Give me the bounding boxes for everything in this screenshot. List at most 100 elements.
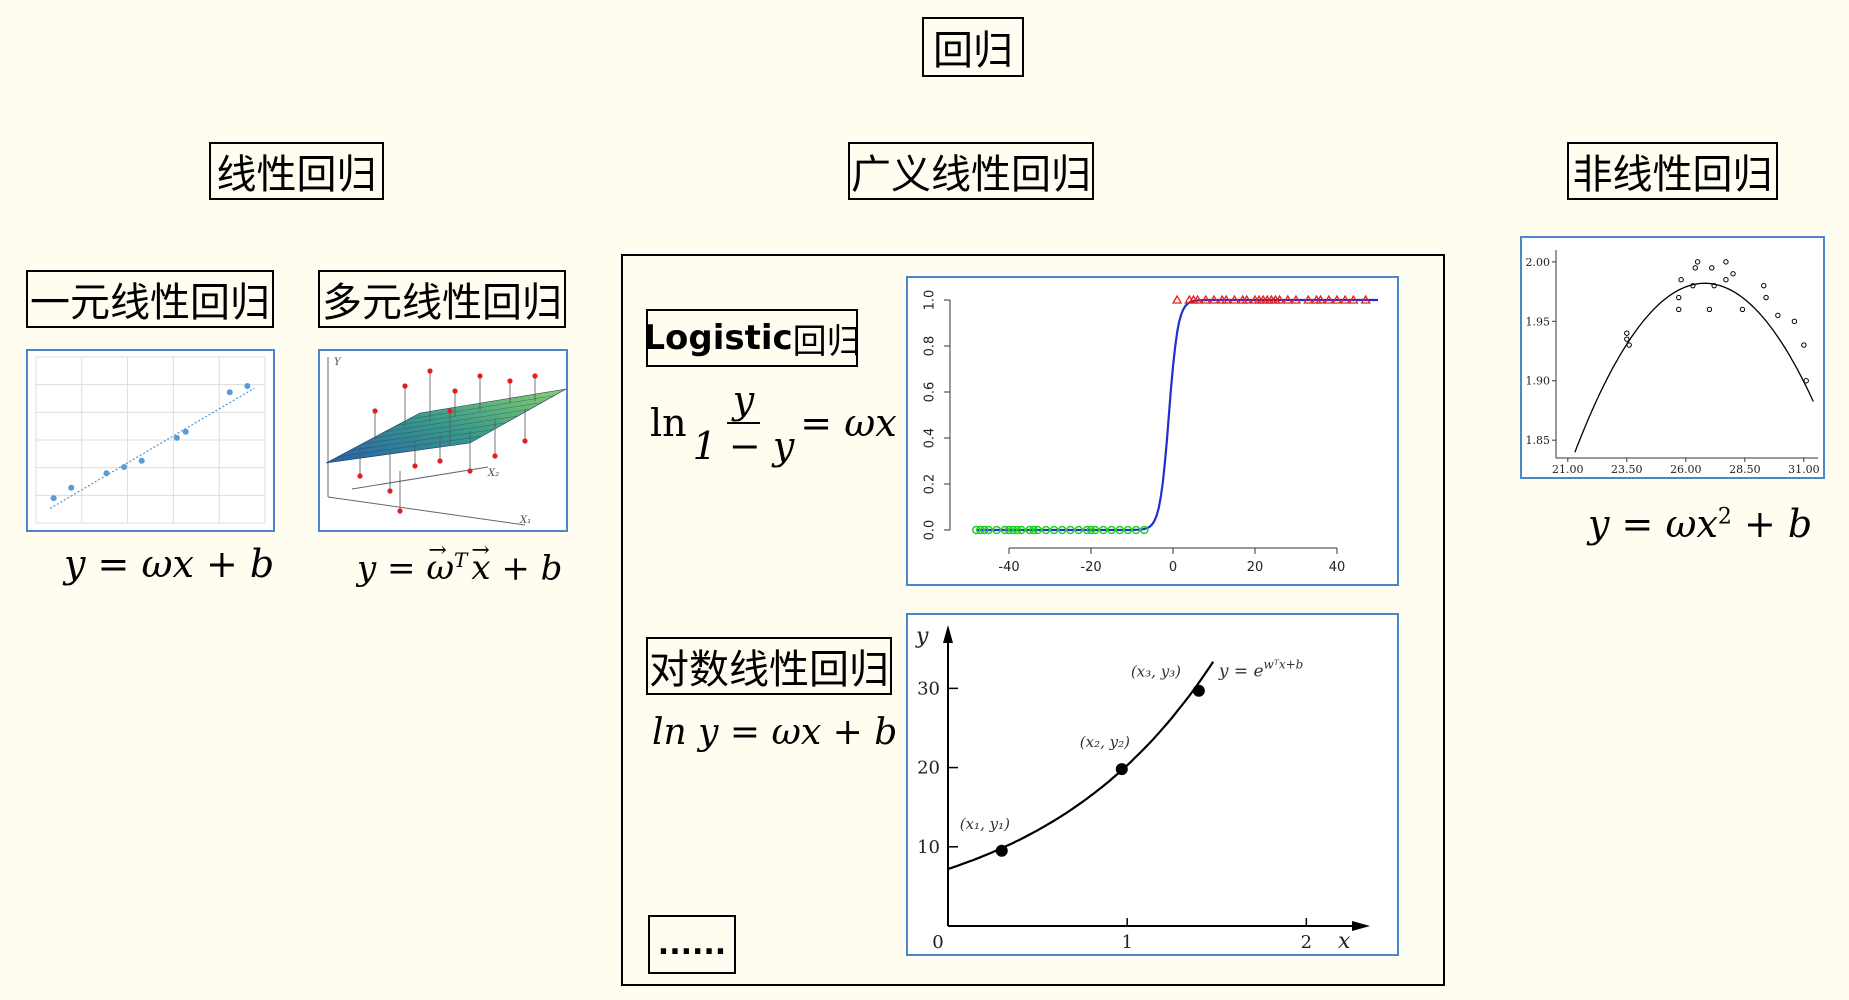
- plane-mesh: [408, 395, 555, 420]
- green-point: [1086, 525, 1096, 535]
- data-point: [1739, 306, 1746, 313]
- y-tick-label: 0.6: [923, 382, 938, 403]
- logistic-label-rest: 回归: [792, 321, 861, 362]
- green-point: [1140, 525, 1149, 535]
- red-point: [1229, 294, 1240, 304]
- green-point: [1012, 525, 1022, 535]
- green-point: [984, 525, 993, 535]
- data-point: [103, 470, 110, 477]
- quadratic-curve: [1574, 282, 1814, 453]
- multi-formula-x: x →: [471, 538, 491, 589]
- multi-formula-lhs: y =: [357, 548, 427, 589]
- red-point: [1323, 294, 1334, 304]
- y-tick-label: 20: [917, 758, 940, 779]
- data-point-label: (x₁, y₁): [960, 815, 1010, 833]
- axis-x1: [327, 496, 526, 526]
- logistic-formula-num: y: [726, 378, 761, 424]
- x-tick-label: -40: [998, 560, 1019, 575]
- green-point: [1017, 525, 1026, 535]
- linear-regression-node: 线性回归: [209, 142, 384, 200]
- data-point: [1692, 265, 1698, 271]
- data-point: [1624, 330, 1630, 336]
- multiple-linear-chart: Y X₁ X₂: [318, 349, 568, 532]
- data-point: [1723, 277, 1729, 283]
- data-point: [507, 378, 513, 384]
- nonlinear-formula-exp: 2: [1717, 504, 1732, 530]
- data-point: [226, 389, 233, 396]
- red-point: [1331, 294, 1343, 304]
- y-tick-label: 1.85: [1526, 434, 1551, 447]
- red-point: [1340, 294, 1351, 304]
- y-tick-label: 1.95: [1526, 315, 1551, 328]
- data-point: [1709, 265, 1715, 271]
- green-point: [1025, 525, 1034, 535]
- log-linear-regression-node: 对数线性回归: [646, 637, 892, 695]
- data-point: [372, 408, 378, 414]
- green-point: [1004, 525, 1014, 535]
- green-point: [976, 525, 985, 535]
- nonlinear-regression-node: 非线性回归: [1567, 142, 1778, 200]
- exponential-curve: [947, 661, 1215, 871]
- x-tick-label: 23.50: [1611, 463, 1643, 476]
- green-point: [1049, 525, 1059, 535]
- x-tick-label: 40: [1329, 560, 1346, 575]
- data-point: [397, 508, 403, 514]
- data-point: [1723, 259, 1729, 265]
- data-point: [1791, 318, 1798, 325]
- data-point: [1775, 312, 1781, 319]
- green-point: [1066, 525, 1075, 535]
- regression-plane: [325, 388, 566, 464]
- y-tick-label: 1.0: [923, 290, 938, 311]
- data-point: [402, 383, 408, 389]
- logistic-formula-den: 1 − y: [692, 424, 795, 468]
- x-axis-label: x: [1338, 929, 1351, 954]
- green-point: [1107, 525, 1116, 535]
- data-point: [995, 844, 1008, 857]
- logistic-regression-node: Logistic 回归: [643, 309, 861, 367]
- generalized-linear-regression-node: 广义线性回归: [848, 142, 1094, 200]
- nonlinear-formula-rest: + b: [1731, 502, 1813, 546]
- data-point: [1676, 294, 1682, 301]
- curve-label-exp: wᵀx+b: [1264, 658, 1304, 672]
- green-point: [1033, 525, 1042, 535]
- axis-x2: [351, 466, 489, 490]
- plane-mesh: [361, 422, 507, 445]
- data-point: [387, 488, 393, 494]
- green-point: [1131, 525, 1141, 535]
- nonlinear-formula: y = ωx2 + b: [1588, 502, 1812, 546]
- y-axis-arrow: [943, 625, 953, 643]
- data-point: [467, 468, 473, 474]
- data-point: [1115, 763, 1128, 776]
- data-point: [50, 495, 57, 502]
- data-point: [477, 373, 483, 379]
- x-tick-label: 21.00: [1552, 463, 1584, 476]
- multi-formula-omega: ω →: [426, 538, 455, 589]
- green-point: [1029, 525, 1038, 535]
- data-point: [1706, 306, 1713, 313]
- y-tick-label: 0.4: [923, 428, 938, 449]
- data-point: [68, 484, 75, 491]
- multiple-linear-regression-node: 多元线性回归: [318, 270, 566, 328]
- x-tick-label: 2: [1301, 932, 1312, 953]
- red-point: [1360, 294, 1371, 304]
- green-point: [1082, 525, 1092, 535]
- axis-y-label: Y: [334, 357, 342, 368]
- data-point: [1690, 282, 1696, 289]
- data-point: [182, 428, 189, 435]
- multi-formula-transpose: T: [454, 548, 468, 572]
- red-point: [1282, 294, 1293, 304]
- axis-x1-label: X₁: [519, 515, 531, 526]
- y-tick-label: 30: [917, 678, 940, 699]
- green-point: [1090, 525, 1100, 535]
- generalized-frame: [621, 254, 1445, 986]
- data-point: [437, 458, 443, 464]
- y-tick-label: 0.2: [923, 474, 938, 495]
- x-tick-label: 26.00: [1670, 463, 1702, 476]
- plane-mesh: [396, 402, 543, 426]
- data-point: [447, 408, 453, 414]
- red-point: [1290, 294, 1302, 304]
- red-point: [1315, 294, 1326, 304]
- red-point: [1274, 294, 1285, 304]
- green-point: [1041, 525, 1051, 535]
- x-tick-label: 1: [1121, 932, 1132, 953]
